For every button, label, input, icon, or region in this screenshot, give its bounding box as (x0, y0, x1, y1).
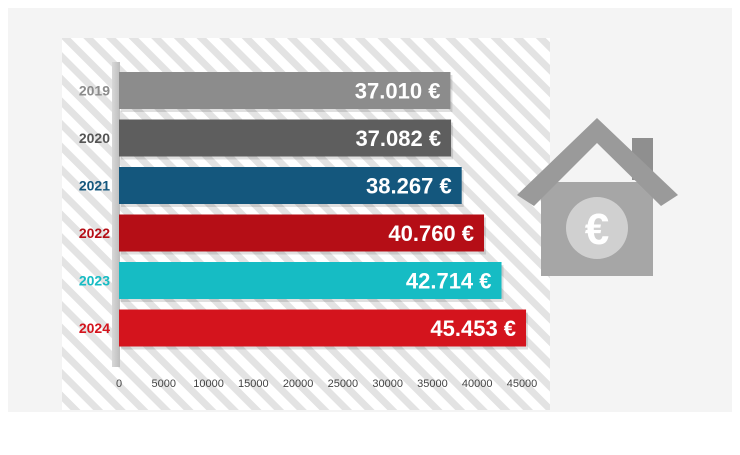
x-tick-label: 5000 (152, 378, 176, 390)
x-tick-label: 0 (116, 378, 122, 390)
category-label: 2023 (79, 273, 110, 289)
bar-data-label: 42.714 € (406, 269, 492, 294)
euro-coin (566, 197, 628, 259)
euro-symbol: € (585, 205, 609, 254)
bar (119, 309, 527, 347)
category-label: 2024 (79, 320, 110, 336)
bar (119, 214, 485, 252)
x-tick-label: 25000 (328, 378, 359, 390)
x-tick-label: 20000 (283, 378, 314, 390)
bar-data-label: 45.453 € (430, 316, 516, 341)
x-tick-label: 10000 (193, 378, 224, 390)
category-label: 2021 (79, 178, 110, 194)
house-euro-icon: € (517, 118, 678, 276)
x-tick-label: 35000 (417, 378, 448, 390)
bar-data-label: 38.267 € (366, 174, 452, 199)
bar-data-label: 40.760 € (388, 221, 474, 246)
bar (119, 72, 451, 109)
x-tick-label: 40000 (462, 378, 493, 390)
bar (119, 167, 462, 204)
house-roof (517, 118, 678, 206)
bar (119, 262, 502, 299)
bar-data-label: 37.010 € (355, 79, 441, 104)
y-axis-bar (112, 62, 120, 367)
category-label: 2020 (79, 130, 110, 146)
bars-layer: 37.010 € 2019 37.082 € 2020 38.267 € 2021 40.7… (79, 62, 537, 390)
category-label: 2019 (79, 83, 110, 99)
bar (119, 119, 452, 157)
x-tick-label: 45000 (507, 378, 538, 390)
category-label: 2022 (79, 225, 110, 241)
x-tick-label: 15000 (238, 378, 269, 390)
bar-data-label: 37.082 € (355, 126, 441, 151)
x-tick-label: 30000 (372, 378, 403, 390)
